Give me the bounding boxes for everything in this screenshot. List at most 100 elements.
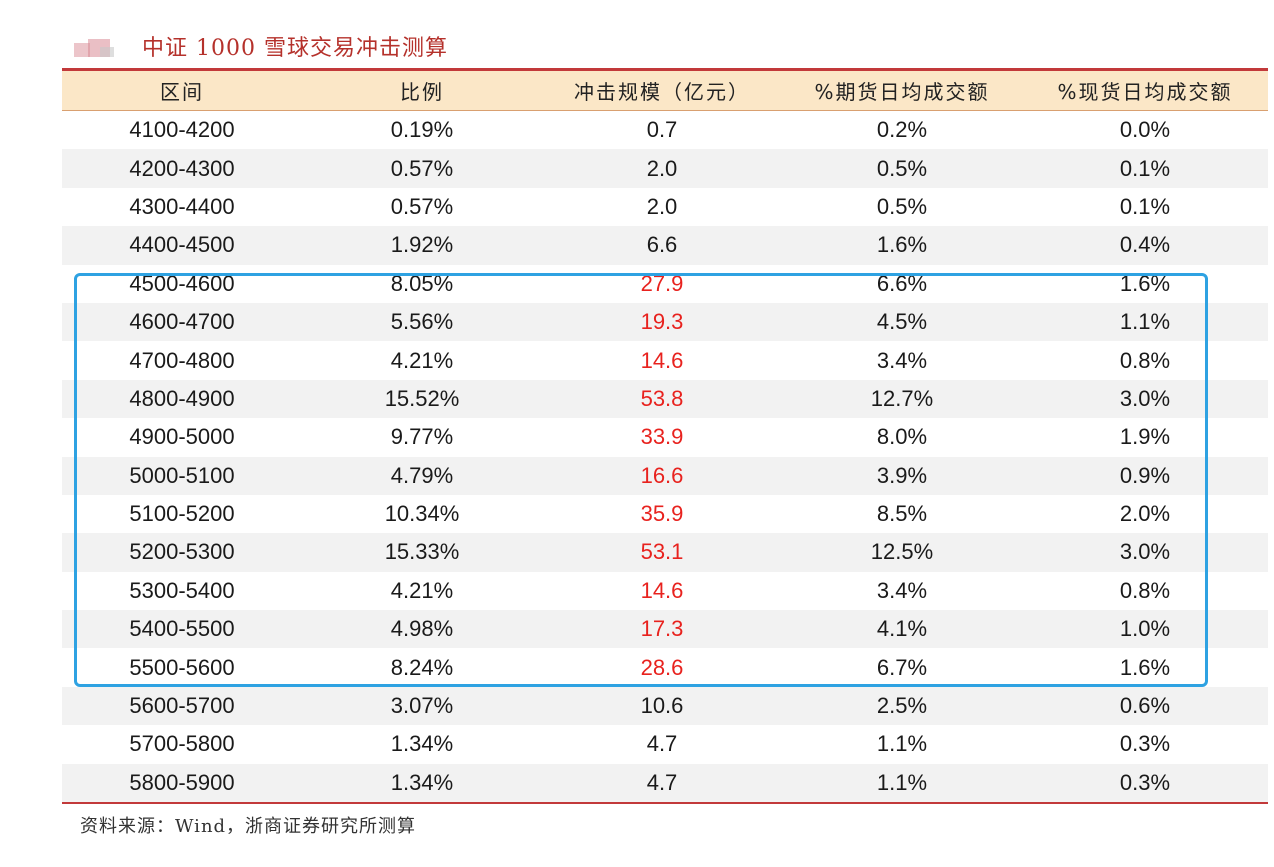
cell-futures: 4.1% — [876, 616, 928, 642]
cell-range: 4400-4500 — [129, 232, 235, 258]
cell-range: 5000-5100 — [129, 462, 235, 488]
cell-impact: 10.6 — [640, 693, 684, 719]
cell-impact: 14.6 — [640, 347, 684, 373]
cell-impact: 28.6 — [640, 654, 684, 680]
cell-ratio: 0.57% — [390, 193, 454, 219]
header-impact: 冲击规模（亿元） — [574, 80, 750, 104]
table-row: 5100-5200 10.34% 35.9 8.5% 2.0% — [62, 495, 1268, 533]
cell-range: 4800-4900 — [129, 385, 235, 411]
cell-spot: 0.8% — [1119, 577, 1171, 603]
cell-range: 4700-4800 — [129, 347, 235, 373]
cell-impact: 17.3 — [640, 616, 684, 642]
table-row: 5000-5100 4.79% 16.6 3.9% 0.9% — [62, 456, 1268, 495]
cell-range: 5400-5500 — [129, 616, 235, 642]
cell-spot: 0.3% — [1119, 769, 1171, 795]
cell-ratio: 4.21% — [390, 577, 454, 603]
cell-spot: 0.1% — [1119, 155, 1171, 181]
table-top-rule — [62, 68, 1268, 71]
cell-spot: 0.6% — [1119, 693, 1171, 719]
table-bottom-rule — [62, 802, 1268, 805]
table-row: 4900-5000 9.77% 33.9 8.0% 1.9% — [62, 418, 1268, 456]
cell-range: 5300-5400 — [129, 577, 235, 603]
cell-ratio: 0.19% — [390, 117, 454, 143]
source-note: 资料来源：Wind，浙商证券研究所测算 — [80, 816, 417, 837]
cell-futures: 12.7% — [870, 385, 934, 411]
cell-range: 4900-5000 — [129, 424, 235, 450]
cell-range: 4600-4700 — [129, 309, 235, 335]
cell-spot: 0.9% — [1119, 462, 1171, 488]
header-futures-pct: %期货日均成交额 — [814, 80, 990, 104]
cell-range: 5500-5600 — [129, 654, 235, 680]
table-row: 5200-5300 15.33% 53.1 12.5% 3.0% — [62, 533, 1268, 572]
cell-impact: 6.6 — [646, 232, 678, 258]
table-row: 4500-4600 8.05% 27.9 6.6% 1.6% — [62, 265, 1268, 303]
cell-spot: 1.6% — [1119, 270, 1171, 296]
cell-spot: 0.1% — [1119, 193, 1171, 219]
cell-impact: 2.0 — [646, 193, 678, 219]
cell-impact: 4.7 — [646, 769, 678, 795]
cell-spot: 3.0% — [1119, 539, 1171, 565]
cell-ratio: 15.33% — [384, 539, 460, 565]
cell-ratio: 5.56% — [390, 309, 454, 335]
cell-futures: 6.6% — [876, 270, 928, 296]
cell-spot: 0.4% — [1119, 232, 1171, 258]
cell-impact: 2.0 — [646, 155, 678, 181]
cell-range: 5700-5800 — [129, 731, 235, 757]
cell-ratio: 4.21% — [390, 347, 454, 373]
cell-ratio: 1.34% — [390, 731, 454, 757]
cell-spot: 1.9% — [1119, 424, 1171, 450]
cell-range: 5600-5700 — [129, 693, 235, 719]
table-row: 5600-5700 3.07% 10.6 2.5% 0.6% — [62, 686, 1268, 726]
cell-spot: 0.3% — [1119, 731, 1171, 757]
cell-futures: 1.6% — [876, 232, 928, 258]
cell-futures: 1.1% — [876, 769, 928, 795]
data-table: 区间 比例 冲击规模（亿元） %期货日均成交额 %现货日均成交额 4100-42… — [62, 68, 1268, 805]
table-title-bar: 中证 1000 雪球交易冲击测算 — [70, 28, 448, 64]
cell-futures: 6.7% — [876, 654, 928, 680]
cell-impact: 19.3 — [640, 309, 684, 335]
cell-range: 5100-5200 — [129, 501, 235, 527]
cell-ratio: 9.77% — [390, 424, 454, 450]
cell-range: 4100-4200 — [129, 117, 235, 143]
cell-ratio: 4.98% — [390, 616, 454, 642]
cell-ratio: 1.34% — [390, 769, 454, 795]
cell-futures: 3.9% — [876, 462, 928, 488]
cell-futures: 1.1% — [876, 731, 928, 757]
header-range: 区间 — [160, 80, 204, 104]
cell-futures: 8.5% — [876, 501, 928, 527]
cell-range: 4300-4400 — [129, 193, 235, 219]
cell-futures: 3.4% — [876, 577, 928, 603]
cell-range: 5200-5300 — [129, 539, 235, 565]
cell-futures: 0.2% — [876, 117, 928, 143]
cell-ratio: 15.52% — [384, 385, 460, 411]
header-spot-pct: %现货日均成交额 — [1057, 80, 1233, 104]
cell-futures: 8.0% — [876, 424, 928, 450]
cell-ratio: 8.05% — [390, 270, 454, 296]
table-row: 5400-5500 4.98% 17.3 4.1% 1.0% — [62, 610, 1268, 649]
cell-range: 4200-4300 — [129, 155, 235, 181]
table-row: 5500-5600 8.24% 28.6 6.7% 1.6% — [62, 648, 1268, 686]
cell-ratio: 10.34% — [384, 501, 460, 527]
table-row: 4200-4300 0.57% 2.0 0.5% 0.1% — [62, 149, 1268, 188]
cell-spot: 1.6% — [1119, 654, 1171, 680]
table-row: 5800-5900 1.34% 4.7 1.1% 0.3% — [62, 763, 1268, 803]
cell-range: 5800-5900 — [129, 769, 235, 795]
cell-impact: 53.1 — [640, 539, 684, 565]
table-row: 4800-4900 15.52% 53.8 12.7% 3.0% — [62, 379, 1268, 419]
brand-logo-icon — [70, 33, 120, 59]
table-row: 5700-5800 1.34% 4.7 1.1% 0.3% — [62, 725, 1268, 763]
cell-ratio: 1.92% — [390, 232, 454, 258]
cell-futures: 12.5% — [870, 539, 934, 565]
cell-range: 4500-4600 — [129, 270, 235, 296]
cell-ratio: 3.07% — [390, 693, 454, 719]
cell-futures: 4.5% — [876, 309, 928, 335]
cell-impact: 14.6 — [640, 577, 684, 603]
cell-impact: 4.7 — [646, 731, 678, 757]
cell-ratio: 8.24% — [390, 654, 454, 680]
cell-futures: 3.4% — [876, 347, 928, 373]
cell-impact: 27.9 — [640, 270, 684, 296]
cell-spot: 2.0% — [1119, 501, 1171, 527]
cell-futures: 2.5% — [876, 693, 928, 719]
cell-impact: 0.7 — [646, 117, 678, 143]
table-row: 4100-4200 0.19% 0.7 0.2% 0.0% — [62, 111, 1268, 149]
